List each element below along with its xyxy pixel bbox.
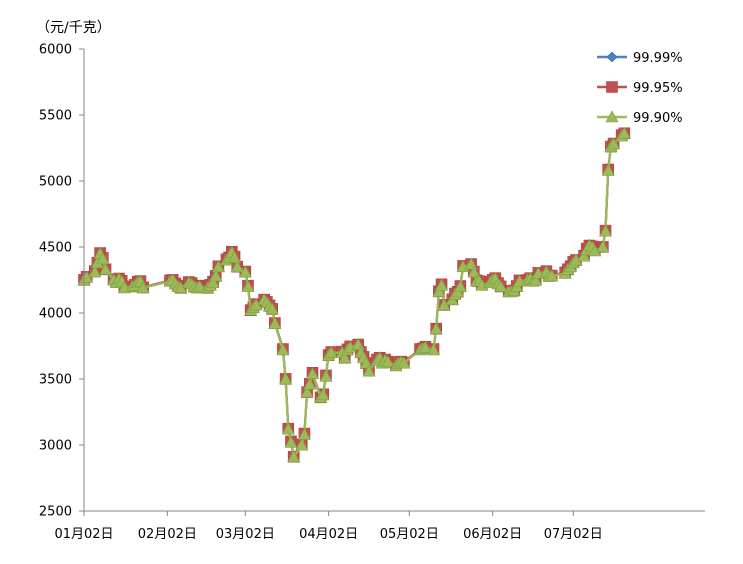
y-tick-label: 5000 [39, 175, 72, 190]
data-point [324, 345, 338, 358]
legend-label: 99.95% [633, 81, 683, 96]
legend-marker [606, 81, 618, 93]
series-3 [78, 126, 631, 463]
data-point [228, 250, 242, 263]
y-tick-label: 3000 [39, 439, 72, 454]
data-point [88, 265, 102, 278]
x-tick-label: 03月02日 [216, 527, 275, 542]
data-point [494, 279, 508, 292]
data-point [230, 260, 244, 273]
data-point [432, 285, 446, 298]
data-point [545, 269, 559, 282]
data-point [211, 260, 225, 273]
legend-item-3: 99.90% [597, 110, 683, 126]
data-point [467, 265, 481, 278]
legend-marker [605, 110, 619, 123]
legend-item-2: 99.95% [597, 81, 683, 96]
data-point [435, 278, 449, 291]
x-tick-label: 05月02日 [380, 527, 439, 542]
x-tick-label: 02月02日 [138, 527, 197, 542]
data-point [303, 377, 317, 390]
data-point [617, 126, 631, 139]
series-line [83, 132, 626, 457]
data-point [96, 252, 110, 265]
data-point [241, 279, 255, 292]
x-tick-label: 04月02日 [299, 527, 358, 542]
x-tick-label: 07月02日 [544, 527, 603, 542]
data-point [284, 435, 298, 448]
data-point [601, 163, 615, 176]
data-point [300, 385, 314, 398]
data-point [577, 249, 591, 262]
data-point [362, 364, 376, 377]
data-point [287, 450, 301, 463]
data-point [268, 316, 282, 329]
legend-label: 99.99% [633, 51, 683, 66]
data-point [319, 369, 333, 382]
data-point [281, 422, 295, 435]
series-2 [79, 128, 631, 463]
data-point [418, 340, 432, 353]
data-point [99, 262, 113, 275]
data-point [306, 367, 320, 380]
data-point [238, 265, 252, 278]
plot-lines [78, 126, 631, 463]
y-tick-label: 5500 [39, 109, 72, 124]
data-point [206, 276, 220, 288]
data-point [453, 279, 467, 292]
data-point [426, 343, 440, 356]
y-tick-label: 2500 [39, 505, 72, 520]
y-axis: 2500 3000 3500 4000 4500 5000 5500 6000 [39, 43, 85, 520]
legend-label: 99.90% [633, 111, 683, 126]
y-unit-label: （元/千克） [36, 20, 111, 36]
x-tick-label: 01月02日 [54, 527, 113, 542]
data-point [276, 343, 290, 356]
legend-marker [606, 51, 618, 63]
legend: 99.99% 99.95% 99.90% [597, 51, 683, 126]
data-point [297, 427, 311, 440]
y-tick-label: 4500 [39, 241, 72, 256]
data-point [316, 388, 330, 401]
x-axis: 01月02日 02月02日 03月02日 04月02日 05月02日 06月02日 07月0… [54, 510, 705, 542]
series-1 [79, 128, 630, 462]
data-point [265, 302, 279, 315]
data-point [279, 372, 293, 385]
data-point [529, 273, 543, 286]
y-tick-label: 4000 [39, 307, 72, 322]
legend-item-1: 99.99% [597, 51, 683, 66]
data-point [596, 240, 610, 253]
data-point [599, 224, 613, 237]
data-point [429, 322, 443, 335]
data-point [295, 438, 309, 451]
data-point [136, 281, 150, 294]
data-point [209, 269, 223, 282]
series-line [83, 132, 626, 459]
data-point [338, 351, 352, 364]
y-tick-label: 3500 [39, 373, 72, 388]
data-point [607, 137, 621, 150]
data-point [193, 279, 207, 292]
series-line [83, 132, 626, 458]
x-tick-label: 06月02日 [463, 527, 522, 542]
data-point [397, 356, 411, 369]
data-point [381, 355, 395, 368]
y-tick-label: 6000 [39, 43, 72, 58]
